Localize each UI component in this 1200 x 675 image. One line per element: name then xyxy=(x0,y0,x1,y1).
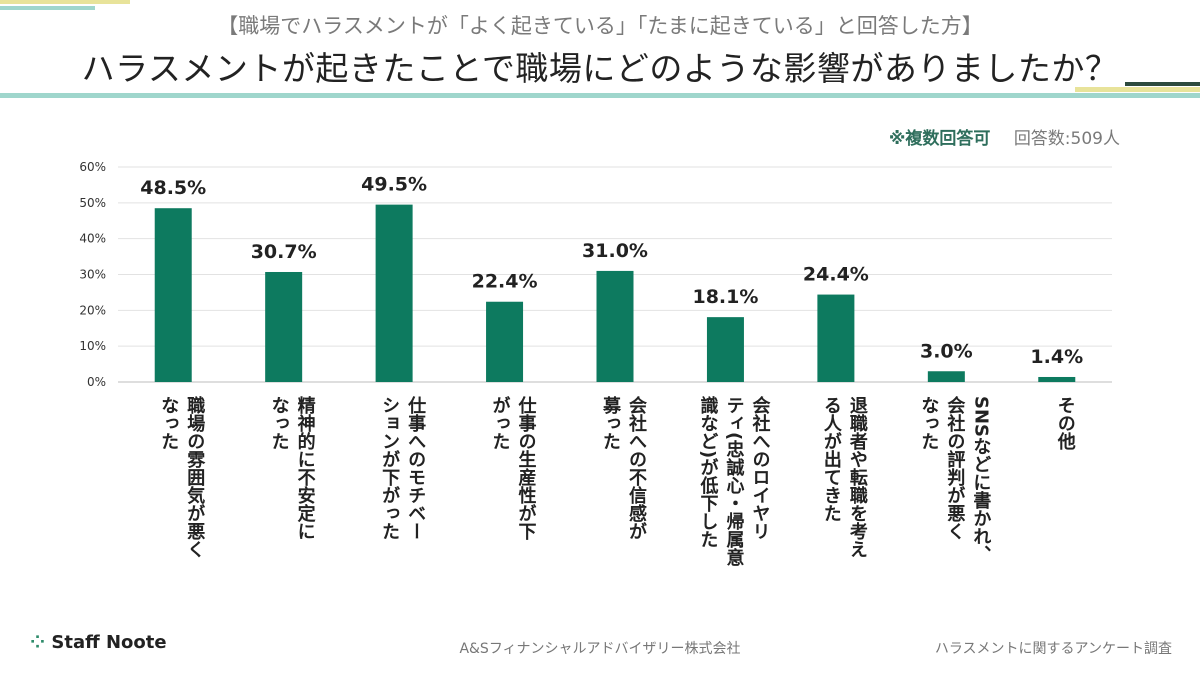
data-label: 3.0% xyxy=(920,340,973,362)
data-label: 48.5% xyxy=(140,177,206,199)
bar xyxy=(265,271,303,382)
y-tick-label: 10% xyxy=(79,339,106,353)
bar-chart: 0% 10% 20% 30% 40% 50% 60% 48.5% 30.7% 49.5% 22.4%… xyxy=(79,160,1112,389)
logo-text: Staff Noote xyxy=(51,632,167,653)
bar xyxy=(706,317,744,382)
data-label: 18.1% xyxy=(692,286,758,308)
decor-stripe-title-teal xyxy=(0,93,1200,98)
bar xyxy=(927,371,965,382)
bar xyxy=(154,208,192,382)
footer-company: A&Sフィナンシャルアドバイザリー株式会社 xyxy=(459,641,741,657)
category-label: SNSなどに書かれ、 会社の評判が悪く なった xyxy=(918,396,992,563)
multiple-answer-note: ※複数回答可 xyxy=(888,129,991,149)
decor-stripe-title-dark xyxy=(1125,82,1200,86)
bar xyxy=(375,204,413,382)
bar xyxy=(1038,376,1076,382)
category-label: 退職者や転職を考え る人が出てきた xyxy=(820,396,868,558)
category-label: 仕事へのモチベー ションが下がった xyxy=(379,396,427,540)
y-tick-label: 30% xyxy=(79,268,106,282)
logo-mark-icon: ⁘ xyxy=(30,632,46,653)
respondent-count: 回答数:509人 xyxy=(1013,129,1120,149)
y-tick-label: 40% xyxy=(79,232,106,246)
category-label: 職場の雰囲気が悪く なった xyxy=(158,396,206,558)
data-label: 30.7% xyxy=(251,241,317,263)
decor-stripe-top-yellow xyxy=(0,0,130,4)
note: ※複数回答可 回答数:509人 xyxy=(889,124,1120,149)
y-tick-label: 60% xyxy=(79,160,106,174)
bar xyxy=(817,294,855,382)
staff-note-logo: ⁘ Staff Noote xyxy=(30,632,167,653)
category-label: その他 xyxy=(1054,396,1076,450)
category-label: 精神的に不安定に なった xyxy=(268,396,316,540)
data-label: 49.5% xyxy=(361,174,427,196)
decor-stripe-title-yellow xyxy=(1075,87,1200,92)
y-tick-label: 0% xyxy=(87,375,106,389)
data-label: 1.4% xyxy=(1030,346,1083,368)
data-label: 22.4% xyxy=(472,271,538,293)
decor-stripe-top-teal xyxy=(0,6,95,10)
category-label: 会社への不信感が 募った xyxy=(600,396,647,540)
bar xyxy=(596,270,634,382)
footer-survey-title: ハラスメントに関するアンケート調査 xyxy=(934,641,1172,657)
chart-subtitle: 【職場でハラスメントが「よく起きている」「たまに起きている」と回答した方】 xyxy=(217,14,983,38)
y-tick-label: 20% xyxy=(79,303,106,317)
category-label: 仕事の生産性が下 がった xyxy=(489,396,537,540)
data-label: 24.4% xyxy=(803,264,869,286)
bar xyxy=(486,301,524,382)
y-tick-label: 50% xyxy=(79,196,106,210)
data-label: 31.0% xyxy=(582,240,648,262)
category-label: 会社へのロイヤリ ティ(忠誠心・帰属意 識など)が低下した xyxy=(697,396,771,567)
chart-title: ハラスメントが起きたことで職場にどのような影響がありましたか？ xyxy=(81,49,1119,88)
